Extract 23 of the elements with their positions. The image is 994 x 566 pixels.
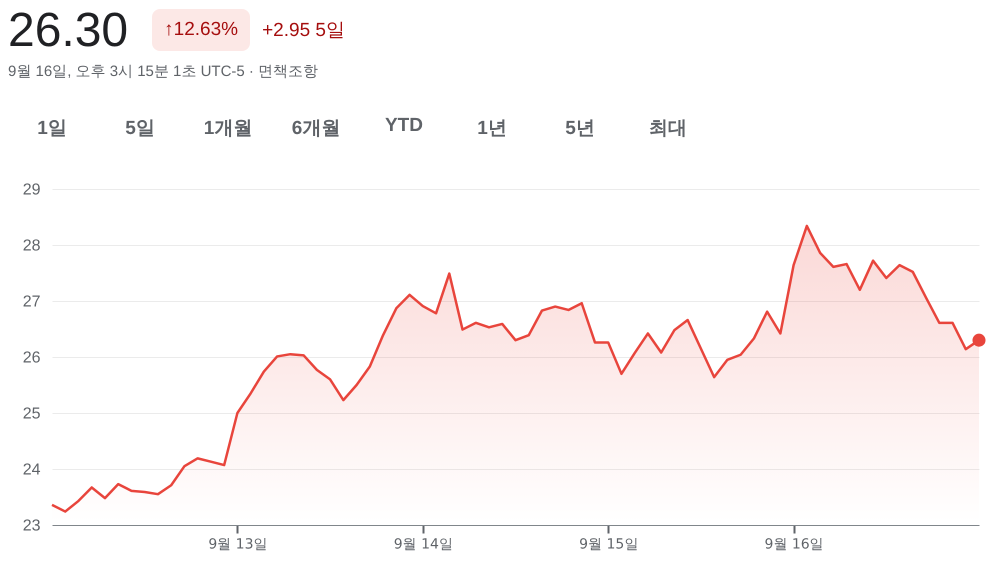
x-tick-label: 9월 13일 (208, 536, 268, 552)
chart-subtitle: 9월 16일, 오후 3시 15분 1초 UTC-5 · 면책조항 (8, 62, 320, 81)
text: 1개월 (202, 117, 254, 141)
y-tick-label: 23 (22, 518, 41, 534)
text: 6개월 (290, 117, 342, 141)
x-tick-label: 9월 15일 (579, 536, 638, 552)
y-tick-label: 25 (22, 406, 41, 422)
y-tick-label: 29 (22, 182, 41, 198)
chart-title: 26.30 (8, 2, 128, 58)
text: ↑12.63% (152, 9, 250, 51)
y-tick-label: 27 (22, 294, 41, 310)
text: 1년 (476, 117, 508, 141)
x-tick-label: 9월 14일 (394, 536, 453, 552)
text: 5년 (564, 117, 596, 141)
text: YTD (384, 115, 424, 138)
y-tick-label: 26 (22, 350, 41, 366)
text: 최대 (648, 117, 688, 141)
text: 5일 (124, 117, 156, 141)
x-tick-label: 9월 16일 (764, 536, 824, 552)
text: 1일 (36, 117, 68, 141)
y-tick-label: 28 (22, 238, 41, 254)
y-tick-label: 24 (22, 462, 41, 478)
text: +2.95 5일 (262, 19, 345, 43)
